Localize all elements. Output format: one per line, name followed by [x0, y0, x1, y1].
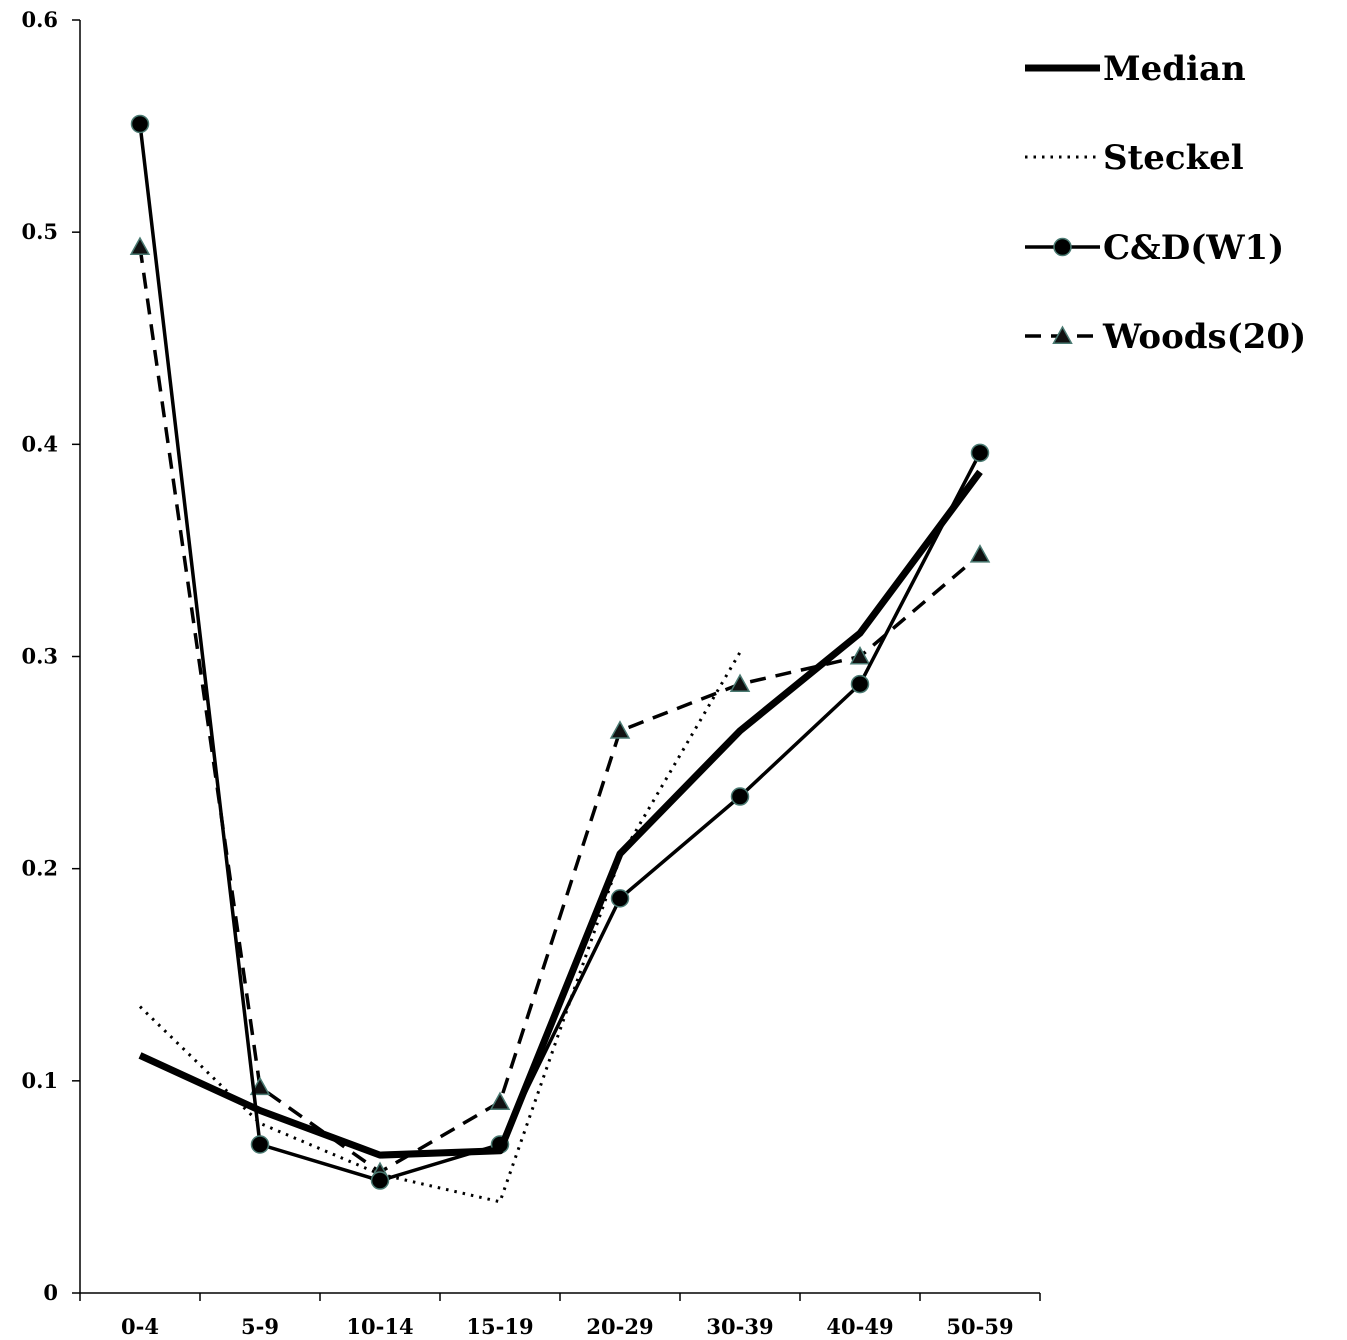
- legend-item-c-d-w1: C&D(W1): [1025, 228, 1284, 268]
- x-tick-label: 30-39: [706, 1314, 773, 1339]
- data-point-c-d-w1: [970, 443, 990, 463]
- y-tick-label: 0.4: [21, 431, 58, 456]
- x-tick-label: 50-59: [946, 1314, 1013, 1339]
- series-line-median: [138, 469, 983, 1159]
- legend-label: Steckel: [1103, 138, 1244, 178]
- x-tick-label: 15-19: [466, 1314, 533, 1339]
- x-tick-label: 0-4: [121, 1314, 159, 1339]
- y-tick-label: 0.1: [21, 1068, 58, 1093]
- legend-label: C&D(W1): [1103, 228, 1284, 268]
- series-line-steckel: [138, 651, 742, 1204]
- y-tick-label: 0.6: [21, 7, 58, 32]
- data-point-woods-20: [609, 720, 631, 739]
- series-steckel: [138, 651, 742, 1204]
- data-point-woods-20: [489, 1091, 511, 1110]
- data-point-woods-20: [729, 673, 751, 693]
- legend: Median Steckel C&D(W1) Woods(20): [1025, 49, 1306, 357]
- legend-marker: [1053, 237, 1072, 257]
- axes: [79, 20, 1040, 1294]
- legend-label: Woods(20): [1102, 317, 1306, 357]
- legend-item-woods-20: Woods(20): [1025, 317, 1306, 357]
- data-point-c-d-w1: [850, 674, 870, 694]
- data-point-c-d-w1: [250, 1135, 270, 1154]
- x-tick-label: 20-29: [586, 1314, 653, 1339]
- series-lines: [129, 114, 991, 1204]
- legend-label: Median: [1103, 49, 1246, 89]
- series-c-d-w1: [130, 114, 990, 1190]
- y-tick-label: 0.5: [21, 219, 58, 244]
- data-point-woods-20: [969, 544, 991, 563]
- data-point-woods-20: [849, 645, 871, 665]
- data-point-c-d-w1: [610, 889, 630, 908]
- legend-item-median: Median: [1025, 49, 1246, 89]
- y-tick-label: 0: [43, 1280, 58, 1305]
- data-point-woods-20: [129, 236, 151, 255]
- x-axis-ticks: 0-4 5-9 10-14 15-19 20-29 30-39 40-49 50-59: [79, 1293, 1041, 1339]
- series-woods-20: [129, 236, 991, 1181]
- data-point-c-d-w1: [370, 1171, 390, 1190]
- x-tick-label: 5-9: [241, 1314, 279, 1339]
- data-point-woods-20: [249, 1076, 271, 1096]
- series-line-woods-20: [138, 246, 982, 1174]
- series-line-c-d-w1: [138, 123, 982, 1183]
- legend-marker: [1052, 325, 1073, 344]
- series-median: [138, 469, 983, 1159]
- data-point-c-d-w1: [730, 787, 750, 806]
- y-tick-label: 0.3: [21, 644, 58, 669]
- x-tick-label: 10-14: [346, 1314, 413, 1339]
- y-tick-label: 0.2: [21, 856, 58, 881]
- data-point-c-d-w1: [130, 114, 150, 134]
- y-axis-ticks: 0 0.1 0.2 0.3 0.4 0.5 0.6: [21, 7, 80, 1305]
- legend-item-steckel: Steckel: [1025, 138, 1244, 178]
- x-tick-label: 40-49: [826, 1314, 893, 1339]
